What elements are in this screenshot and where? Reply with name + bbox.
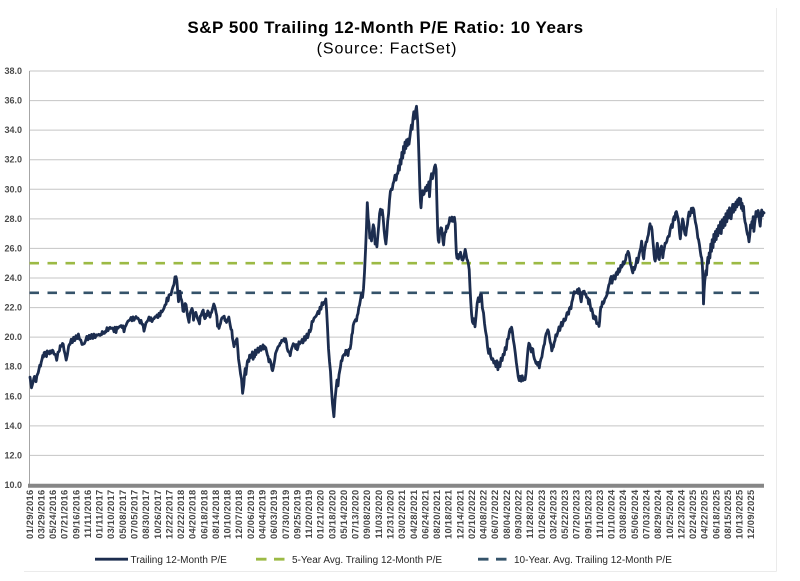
svg-text:04/20/2018: 04/20/2018 [188,490,198,540]
svg-text:07/13/2020: 07/13/2020 [351,490,361,540]
svg-text:32.0: 32.0 [4,155,22,165]
svg-text:03/10/2017: 03/10/2017 [106,490,116,540]
svg-text:18.0: 18.0 [4,362,22,372]
svg-text:09/08/2020: 09/08/2020 [362,490,372,540]
svg-text:30.0: 30.0 [4,184,22,194]
svg-text:10-Year. Avg. Trailing 12-Mont: 10-Year. Avg. Trailing 12-Month P/E [514,555,672,566]
svg-text:14.0: 14.0 [4,421,22,431]
svg-text:28.0: 28.0 [4,214,22,224]
svg-text:02/24/2025: 02/24/2025 [688,490,698,540]
svg-text:10/13/2025: 10/13/2025 [735,490,745,540]
svg-text:09/30/2022: 09/30/2022 [514,490,524,540]
svg-text:01/11/2017: 01/11/2017 [95,490,105,539]
svg-text:01/21/2020: 01/21/2020 [316,490,326,540]
svg-text:12/31/2020: 12/31/2020 [386,490,396,540]
svg-text:07/03/2024: 07/03/2024 [642,489,652,539]
svg-text:09/15/2023: 09/15/2023 [583,490,593,540]
svg-text:08/04/2022: 08/04/2022 [502,490,512,540]
svg-text:11/03/2020: 11/03/2020 [374,490,384,539]
svg-text:12/22/2017: 12/22/2017 [164,490,174,540]
svg-text:38.0: 38.0 [4,66,22,76]
svg-text:05/06/2024: 05/06/2024 [630,489,640,539]
svg-text:06/18/2018: 06/18/2018 [199,490,209,540]
svg-text:08/29/2024: 08/29/2024 [653,489,663,539]
svg-text:10/26/2017: 10/26/2017 [153,490,163,540]
svg-text:05/24/2016: 05/24/2016 [48,490,58,540]
svg-text:08/15/2025: 08/15/2025 [723,490,733,540]
svg-text:10/25/2024: 10/25/2024 [665,489,675,539]
svg-text:03/08/2024: 03/08/2024 [618,489,628,539]
svg-text:12/14/2021: 12/14/2021 [455,490,465,540]
svg-text:03/24/2023: 03/24/2023 [548,490,558,540]
svg-text:01/26/2023: 01/26/2023 [537,490,547,540]
svg-text:11/20/2019: 11/20/2019 [304,490,314,539]
svg-text:10.0: 10.0 [4,480,22,490]
svg-text:07/05/2017: 07/05/2017 [130,490,140,540]
svg-text:06/24/2021: 06/24/2021 [420,490,430,540]
svg-text:26.0: 26.0 [4,243,22,253]
svg-text:04/08/2022: 04/08/2022 [479,490,489,540]
svg-text:07/20/2023: 07/20/2023 [572,490,582,540]
svg-text:04/28/2021: 04/28/2021 [409,490,419,540]
svg-text:06/03/2019: 06/03/2019 [269,490,279,540]
svg-text:22.0: 22.0 [4,303,22,313]
svg-text:20.0: 20.0 [4,332,22,342]
svg-text:09/25/2019: 09/25/2019 [292,490,302,540]
svg-text:05/22/2023: 05/22/2023 [560,490,570,540]
svg-text:10/18/2021: 10/18/2021 [444,490,454,540]
svg-text:Trailing 12-Month P/E: Trailing 12-Month P/E [131,555,228,566]
svg-text:12.0: 12.0 [4,450,22,460]
svg-text:04/04/2019: 04/04/2019 [258,490,268,540]
svg-text:12/07/2018: 12/07/2018 [234,490,244,540]
svg-text:(Source: FactSet): (Source: FactSet) [317,41,458,58]
svg-text:09/16/2016: 09/16/2016 [71,490,81,540]
svg-text:06/18/2025: 06/18/2025 [711,490,721,540]
svg-text:02/10/2022: 02/10/2022 [467,490,477,540]
svg-text:01/10/2024: 01/10/2024 [607,489,617,539]
svg-text:12/09/2025: 12/09/2025 [746,490,756,540]
svg-text:07/30/2019: 07/30/2019 [281,490,291,540]
svg-text:03/29/2016: 03/29/2016 [36,490,46,540]
svg-text:01/29/2016: 01/29/2016 [25,490,35,540]
svg-text:5-Year Avg. Trailing 12-Month: 5-Year Avg. Trailing 12-Month P/E [292,555,442,566]
svg-text:11/10/2023: 11/10/2023 [595,490,605,539]
svg-text:02/22/2018: 02/22/2018 [176,490,186,540]
svg-text:08/14/2018: 08/14/2018 [211,490,221,540]
svg-text:11/28/2022: 11/28/2022 [525,490,535,539]
svg-text:S&P 500 Trailing 12-Month P/E: S&P 500 Trailing 12-Month P/E Ratio: 10 … [187,18,583,37]
svg-text:34.0: 34.0 [4,125,22,135]
svg-text:24.0: 24.0 [4,273,22,283]
svg-text:03/18/2020: 03/18/2020 [327,490,337,540]
svg-text:08/20/2021: 08/20/2021 [432,490,442,540]
svg-text:02/06/2019: 02/06/2019 [246,490,256,540]
svg-text:08/30/2017: 08/30/2017 [141,490,151,540]
svg-text:05/08/2017: 05/08/2017 [118,490,128,540]
svg-text:05/14/2020: 05/14/2020 [339,490,349,540]
svg-text:36.0: 36.0 [4,96,22,106]
svg-text:16.0: 16.0 [4,391,22,401]
svg-text:10/10/2018: 10/10/2018 [223,490,233,540]
svg-text:07/21/2016: 07/21/2016 [60,490,70,540]
svg-text:06/07/2022: 06/07/2022 [490,490,500,540]
svg-text:12/23/2024: 12/23/2024 [676,489,686,539]
svg-text:11/11/2016: 11/11/2016 [83,490,93,539]
svg-text:03/02/2021: 03/02/2021 [397,490,407,540]
svg-text:04/22/2025: 04/22/2025 [700,490,710,540]
